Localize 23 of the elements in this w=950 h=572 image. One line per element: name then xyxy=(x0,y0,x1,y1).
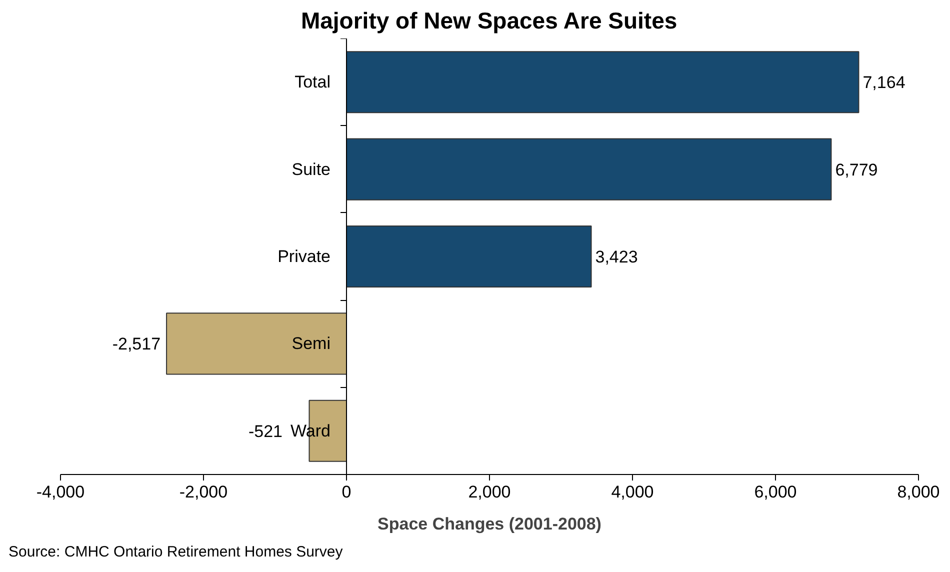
y-tick-label: Private xyxy=(278,247,331,266)
bar xyxy=(346,51,860,114)
bar xyxy=(346,225,592,288)
y-tick-label: Suite xyxy=(292,160,330,179)
data-label: 7,164 xyxy=(862,73,906,92)
chart-title: Majority of New Spaces Are Suites xyxy=(300,8,678,34)
bar xyxy=(346,138,832,200)
bar xyxy=(166,312,347,375)
x-tick-label: 0 xyxy=(342,482,352,502)
x-tick-label: 4,000 xyxy=(611,482,654,502)
data-label: -521 xyxy=(248,422,283,441)
x-tick-label: 2,000 xyxy=(468,482,511,502)
x-tick-label: -4,000 xyxy=(36,482,85,502)
x-axis-title: Space Changes (2001-2008) xyxy=(378,514,602,534)
x-tick-label: -2,000 xyxy=(179,482,228,502)
y-tick-label: Total xyxy=(294,72,331,92)
data-label: -2,517 xyxy=(112,334,161,354)
source-note: Source: CMHC Ontario Retirement Homes Survey xyxy=(8,544,344,560)
x-tick-label: 6,000 xyxy=(754,482,797,502)
x-tick-label: 8,000 xyxy=(897,482,940,502)
data-label: 6,779 xyxy=(835,160,878,180)
data-label: 3,423 xyxy=(595,248,638,266)
y-tick-label: Semi xyxy=(292,334,331,354)
